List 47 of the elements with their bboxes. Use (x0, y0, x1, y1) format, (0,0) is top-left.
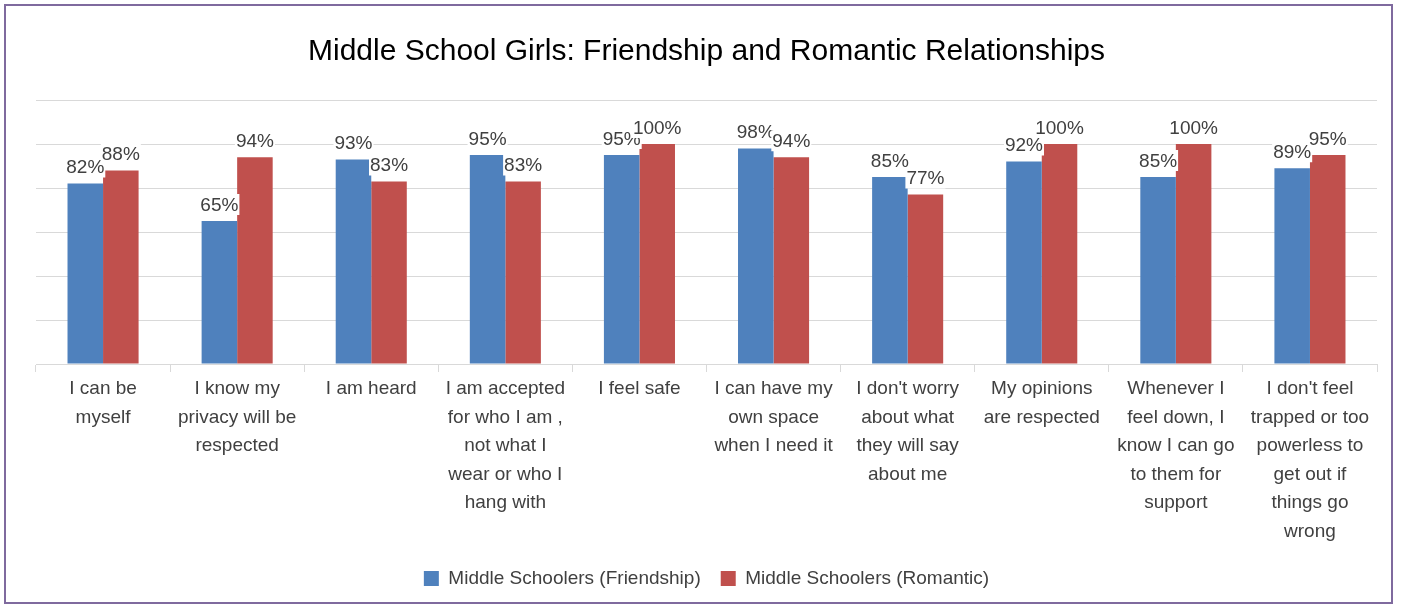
x-tick-label: I am heard (325, 377, 417, 399)
bar (738, 148, 774, 364)
bar (201, 221, 238, 364)
data-label: 83% (504, 154, 543, 176)
chart-title: Middle School Girls: Friendship and Romantic Relationships (307, 33, 1106, 67)
data-label: 85% (870, 149, 909, 171)
bar (1274, 168, 1310, 364)
data-label: 83% (370, 154, 409, 176)
legend-label: Middle Schoolers (Friendship) (448, 566, 701, 588)
x-tick-label: I don't worry about what they will say about me (856, 377, 960, 484)
bar (1041, 144, 1078, 364)
data-label: 85% (1139, 149, 1178, 171)
data-label: 92% (1004, 134, 1044, 156)
bar (1175, 144, 1212, 364)
x-tick-label: Whenever I feel down, I know I can go to them for support (1117, 377, 1235, 513)
bar (603, 155, 640, 364)
data-label: 94% (235, 129, 275, 151)
x-tick-label: I don't feel trapped or too powerless to get out if things go wrong (1250, 377, 1370, 541)
data-label: 65% (200, 193, 239, 215)
bar (237, 157, 273, 364)
legend-label: Middle Schoolers (Romantic) (745, 566, 990, 588)
x-tick-label: I am accepted for who I am , not what I wear or who I hang with (445, 377, 566, 513)
data-label: 95% (468, 127, 507, 149)
x-tick-label: My opinions are respected (983, 377, 1100, 427)
bar (1006, 161, 1042, 364)
data-label: 95% (1308, 127, 1347, 149)
bar (67, 183, 104, 364)
data-label: 93% (334, 132, 373, 154)
bar (103, 170, 139, 364)
bar (505, 181, 541, 364)
x-tick-label: I feel safe (598, 377, 681, 399)
bar (335, 159, 372, 364)
bar (907, 194, 944, 364)
x-tick-label: I can have my own space when I need it (713, 377, 834, 456)
data-label: 94% (772, 129, 811, 151)
x-tick-label: I know my privacy will be respected (178, 377, 297, 456)
bar (773, 157, 810, 364)
bar (1309, 155, 1346, 364)
bar (469, 155, 506, 364)
bar (639, 144, 675, 364)
data-label: 77% (906, 167, 945, 189)
bar (1140, 177, 1176, 364)
data-label: 88% (101, 143, 140, 165)
x-tick-label: I can be myself (69, 377, 137, 427)
bar (872, 177, 908, 364)
data-label: 100% (1169, 116, 1219, 138)
bar (371, 181, 407, 364)
